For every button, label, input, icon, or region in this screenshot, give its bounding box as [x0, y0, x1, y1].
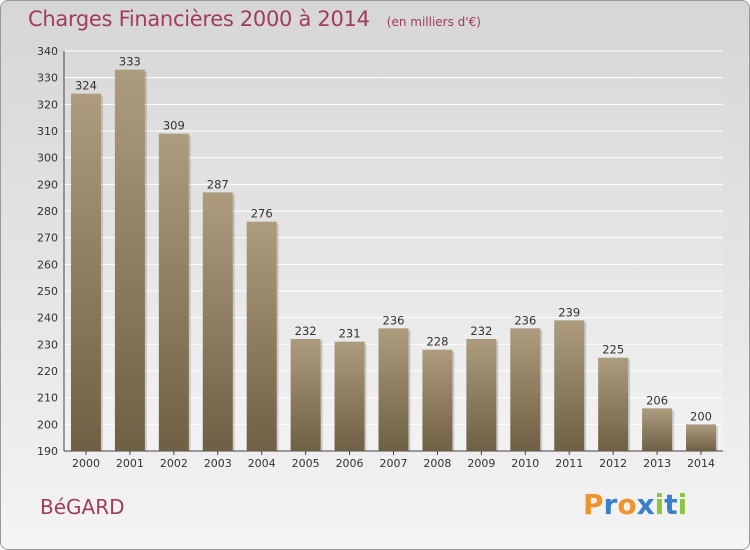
bar	[290, 339, 321, 451]
bar	[466, 339, 497, 451]
bar-value-label: 333	[119, 55, 141, 69]
x-tick-label: 2003	[204, 457, 232, 470]
bar	[554, 320, 585, 451]
bar-value-label: 206	[646, 393, 668, 407]
place-name: BéGARD	[40, 495, 125, 519]
y-tick-label: 240	[37, 312, 58, 325]
bar	[70, 93, 101, 452]
y-tick-label: 260	[37, 258, 58, 271]
bar	[114, 69, 145, 452]
y-tick-label: 300	[37, 152, 58, 165]
y-tick-label: 330	[37, 72, 58, 85]
x-tick-label: 2012	[599, 457, 627, 470]
y-tick-label: 270	[37, 232, 58, 245]
bar-value-label: 232	[295, 324, 317, 338]
bar-value-label: 309	[163, 119, 185, 133]
x-tick-label: 2005	[292, 457, 320, 470]
bar-value-label: 287	[207, 177, 229, 191]
bar	[686, 424, 717, 451]
y-tick-label: 310	[37, 125, 58, 138]
logo-letter: P	[583, 488, 604, 521]
y-tick-label: 220	[37, 365, 58, 378]
x-tick-label: 2008	[423, 457, 451, 470]
logo-letter: t	[664, 488, 678, 521]
y-tick-label: 320	[37, 98, 58, 111]
x-tick-label: 2007	[380, 457, 408, 470]
bar-value-label: 324	[75, 79, 97, 93]
bar	[158, 133, 189, 451]
logo-letter: o	[617, 488, 637, 521]
bar-value-label: 200	[690, 409, 712, 423]
logo-letter: x	[636, 488, 655, 521]
logo-letter: i	[677, 488, 688, 521]
bar	[378, 328, 409, 451]
x-tick-label: 2000	[72, 457, 100, 470]
bar	[598, 357, 629, 451]
bar	[202, 192, 233, 452]
y-tick-label: 290	[37, 178, 58, 191]
bar-value-label: 236	[383, 313, 405, 327]
bar-value-label: 236	[514, 313, 536, 327]
x-tick-label: 2011	[555, 457, 583, 470]
bar-value-label: 228	[426, 335, 448, 349]
bar	[334, 341, 365, 451]
bar-value-label: 225	[602, 343, 624, 357]
y-tick-label: 230	[37, 338, 58, 351]
bar-value-label: 231	[339, 327, 361, 341]
bar	[246, 221, 277, 451]
title-row: Charges Financières 2000 à 2014 (en mill…	[28, 7, 481, 31]
bar	[422, 349, 453, 451]
bar-value-label: 276	[251, 207, 273, 221]
x-tick-label: 2004	[248, 457, 276, 470]
x-tick-label: 2006	[336, 457, 364, 470]
x-tick-label: 2001	[116, 457, 144, 470]
logo-letter: i	[654, 488, 665, 521]
x-tick-label: 2014	[687, 457, 715, 470]
y-tick-label: 280	[37, 205, 58, 218]
bar-value-label: 239	[558, 305, 580, 319]
chart-title: Charges Financières 2000 à 2014	[28, 7, 370, 31]
x-tick-label: 2009	[467, 457, 495, 470]
bar-value-label: 232	[470, 324, 492, 338]
plot-area: 190 200 210 220 230 240 250 260 270 280 290 300 310 3…	[37, 45, 723, 470]
y-tick-label: 340	[37, 45, 58, 58]
bar	[642, 408, 673, 451]
y-tick-label: 190	[37, 445, 58, 458]
y-tick-label: 210	[37, 392, 58, 405]
chart-subtitle: (en milliers d'€)	[386, 15, 481, 29]
logo-letter: r	[603, 488, 618, 521]
y-tick-label: 200	[37, 418, 58, 431]
bar	[510, 328, 541, 451]
proxiti-logo: Proxiti	[583, 488, 687, 521]
x-tick-label: 2013	[643, 457, 671, 470]
y-tick-label: 250	[37, 285, 58, 298]
x-tick-label: 2010	[511, 457, 539, 470]
x-tick-label: 2002	[160, 457, 188, 470]
